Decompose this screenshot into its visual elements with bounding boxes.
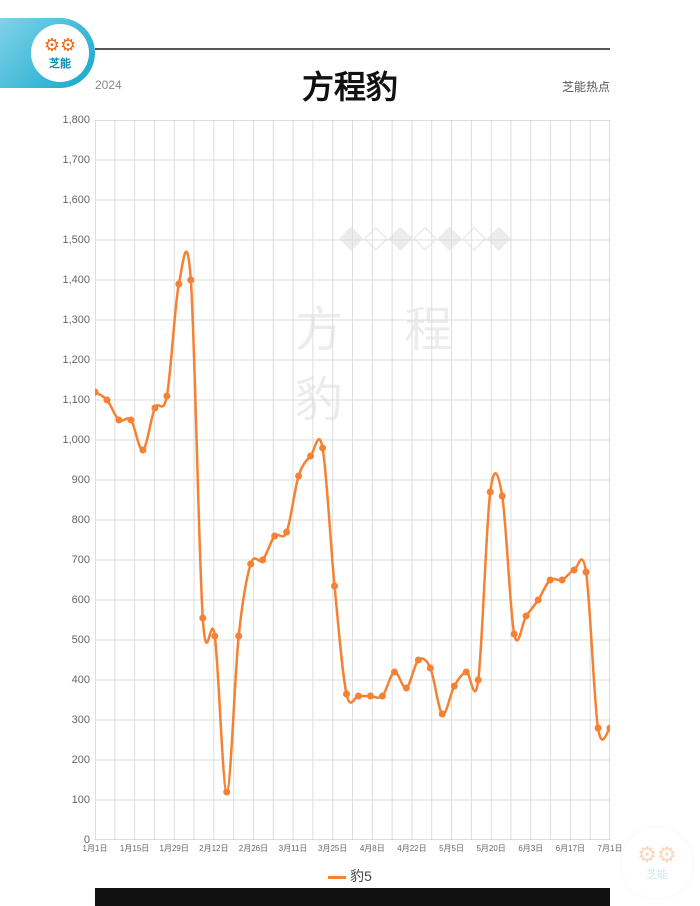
- x-tick-label: 1月29日: [160, 843, 189, 854]
- x-tick-label: 7月1日: [598, 843, 623, 854]
- y-tick-label: 1,000: [50, 434, 90, 446]
- y-tick-label: 200: [50, 754, 90, 766]
- y-tick-label: 1,800: [50, 114, 90, 126]
- y-tick-label: 300: [50, 714, 90, 726]
- x-tick-label: 5月20日: [476, 843, 505, 854]
- y-tick-label: 600: [50, 594, 90, 606]
- y-axis-labels: 01002003004005006007008009001,0001,1001,…: [50, 120, 90, 840]
- y-tick-label: 1,600: [50, 194, 90, 206]
- car-icon: ⚙⚙: [44, 36, 76, 54]
- x-tick-label: 6月3日: [518, 843, 543, 854]
- x-tick-label: 1月1日: [83, 843, 108, 854]
- x-tick-label: 2月26日: [239, 843, 268, 854]
- x-tick-label: 5月5日: [439, 843, 464, 854]
- x-tick-label: 3月25日: [318, 843, 347, 854]
- y-tick-label: 1,500: [50, 234, 90, 246]
- y-tick-label: 800: [50, 514, 90, 526]
- page: ⚙⚙ 芝能 2024 方程豹 芝能热点 ◆◇◆◇◆◇◆ 方 程 豹 010020…: [0, 0, 700, 906]
- car-icon: ⚙⚙: [637, 844, 676, 866]
- y-tick-label: 400: [50, 674, 90, 686]
- corner-logo: ⚙⚙ 芝能: [622, 828, 692, 898]
- corner-text: 芝能: [646, 866, 668, 882]
- legend-label: 豹5: [350, 868, 372, 884]
- y-tick-label: 1,700: [50, 154, 90, 166]
- chart: ◆◇◆◇◆◇◆ 方 程 豹 01002003004005006007008009…: [95, 120, 610, 840]
- y-tick-label: 500: [50, 634, 90, 646]
- legend: 豹5: [0, 866, 700, 886]
- x-tick-label: 1月15日: [120, 843, 149, 854]
- x-tick-label: 4月22日: [397, 843, 426, 854]
- y-tick-label: 1,100: [50, 394, 90, 406]
- y-tick-label: 1,300: [50, 314, 90, 326]
- x-tick-label: 6月17日: [556, 843, 585, 854]
- x-tick-label: 3月11日: [279, 843, 308, 854]
- y-tick-label: 900: [50, 474, 90, 486]
- y-tick-label: 700: [50, 554, 90, 566]
- legend-swatch: [328, 876, 346, 879]
- x-axis-labels: 1月1日1月15日1月29日2月12日2月26日3月11日3月25日4月8日4月…: [95, 843, 610, 858]
- y-tick-label: 1,200: [50, 354, 90, 366]
- chart-svg: [95, 120, 610, 840]
- y-tick-label: 1,400: [50, 274, 90, 286]
- x-tick-label: 4月8日: [360, 843, 385, 854]
- x-tick-label: 2月12日: [199, 843, 228, 854]
- header-divider: [95, 48, 610, 50]
- bottom-bar: [95, 888, 610, 906]
- hot-label: 芝能热点: [562, 78, 610, 95]
- y-tick-label: 100: [50, 794, 90, 806]
